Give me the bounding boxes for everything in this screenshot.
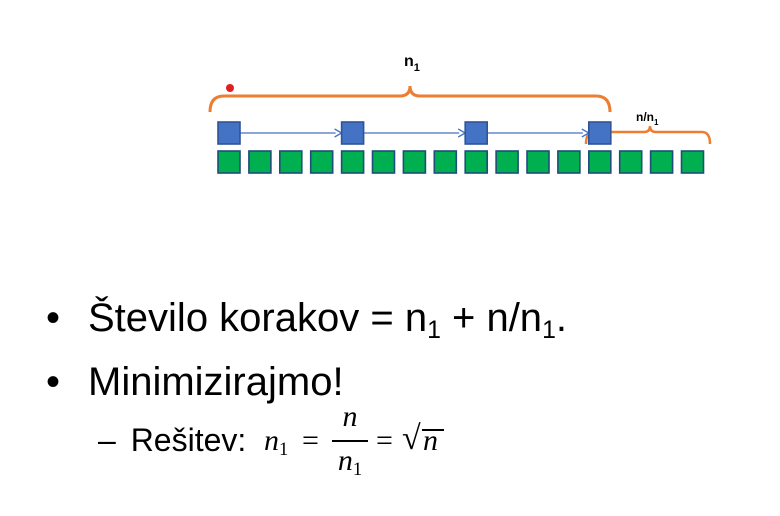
fraction-denominator: n1: [337, 444, 363, 481]
sub-bullet-marker: –: [98, 422, 116, 458]
green-blocks-group: [217, 150, 705, 174]
formula-eq2: =: [376, 424, 393, 457]
red-dot-marker: [226, 84, 234, 92]
green-block: [649, 150, 674, 174]
green-block: [309, 150, 334, 174]
green-block: [680, 150, 705, 174]
bullet-marker: •: [46, 360, 61, 404]
bullet-item-minimize: • Minimizirajmo!: [46, 358, 686, 408]
bullet-marker: •: [46, 296, 61, 340]
fraction-bar: [332, 440, 368, 442]
green-block: [526, 150, 550, 174]
skip-list-diagram: n1 n/n1: [208, 53, 712, 174]
small-brace-label: n/n1: [636, 110, 659, 127]
formula-fraction: n n1: [330, 400, 370, 484]
green-block: [495, 150, 519, 174]
formula-lhs: n1: [264, 424, 289, 461]
sqrt-overline: [422, 429, 444, 431]
solution-label: Rešitev:: [130, 422, 247, 458]
green-block: [557, 150, 581, 174]
green-block: [217, 150, 241, 174]
green-block: [340, 150, 365, 174]
green-block: [278, 150, 303, 174]
green-block: [618, 150, 643, 174]
sub-bullet-solution: – Rešitev:: [98, 420, 268, 460]
bullet-text-minimize: Minimizirajmo!: [88, 360, 344, 404]
green-block: [402, 150, 427, 174]
green-block: [464, 150, 489, 174]
blue-block: [587, 121, 612, 145]
bullet-text-steps: Število korakov = n1 + n/n1.: [88, 296, 567, 344]
blue-block: [340, 121, 365, 145]
green-block: [248, 150, 272, 174]
fraction-numerator: n: [342, 400, 358, 433]
sqrt-symbol: √: [402, 420, 421, 457]
green-block: [433, 150, 458, 174]
green-block: [371, 150, 396, 174]
green-block: [587, 150, 612, 174]
formula-eq1: =: [302, 424, 319, 457]
solution-formula: n1 = n n1 = √ n: [264, 400, 464, 484]
bullet-item-steps: • Število korakov = n1 + n/n1.: [46, 294, 686, 344]
top-brace: [208, 85, 612, 113]
top-brace-label: n1: [404, 53, 420, 74]
blue-blocks-group: [217, 121, 612, 145]
blue-block: [464, 121, 489, 145]
blue-block: [217, 121, 241, 145]
sqrt-radicand: n: [423, 424, 438, 457]
